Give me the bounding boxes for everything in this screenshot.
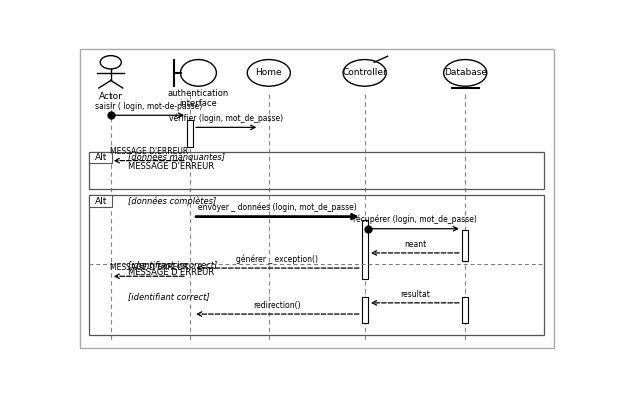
Text: neant: neant	[404, 240, 426, 249]
FancyBboxPatch shape	[462, 230, 468, 261]
FancyBboxPatch shape	[89, 195, 112, 207]
FancyBboxPatch shape	[89, 152, 112, 163]
Text: Alt: Alt	[95, 153, 107, 162]
Text: Home: Home	[255, 68, 282, 77]
Text: Database: Database	[444, 68, 487, 77]
FancyBboxPatch shape	[80, 49, 554, 348]
Text: générer _ exception(): générer _ exception()	[237, 254, 318, 264]
Text: Alt: Alt	[95, 196, 107, 206]
Text: MESSAGE D'ERREUR: MESSAGE D'ERREUR	[110, 263, 188, 272]
FancyBboxPatch shape	[362, 220, 368, 279]
Text: MESSAGE D'ERREUR: MESSAGE D'ERREUR	[110, 147, 188, 156]
Text: vérifier (login, mot_de_passe): vérifier (login, mot_de_passe)	[169, 114, 283, 123]
Text: saisir ( login, mot-de-passe): saisir ( login, mot-de-passe)	[95, 102, 203, 111]
Text: [données complètes]: [données complètes]	[127, 197, 216, 206]
Text: [identifiant correct]: [identifiant correct]	[127, 292, 209, 301]
Text: resultat: resultat	[400, 290, 430, 299]
Text: authentication
interface: authentication interface	[168, 88, 229, 108]
Text: envoyer _ données (login, mot_de_passe): envoyer _ données (login, mot_de_passe)	[198, 203, 357, 212]
Text: [identifiant incorrect]: [identifiant incorrect]	[127, 261, 217, 270]
Text: [données manquantes]: [données manquantes]	[127, 153, 224, 162]
Text: Controller: Controller	[342, 68, 387, 77]
Text: MESSAGE D'ERREUR: MESSAGE D'ERREUR	[127, 162, 214, 171]
Text: redirection(): redirection()	[253, 301, 301, 310]
Text: récupérer (login, mot_de_passe): récupérer (login, mot_de_passe)	[353, 215, 477, 224]
Text: Actor: Actor	[99, 92, 123, 101]
FancyBboxPatch shape	[187, 120, 193, 147]
FancyBboxPatch shape	[362, 297, 368, 323]
FancyBboxPatch shape	[462, 297, 468, 323]
Text: MESSAGE D'ERREUR: MESSAGE D'ERREUR	[127, 268, 214, 277]
